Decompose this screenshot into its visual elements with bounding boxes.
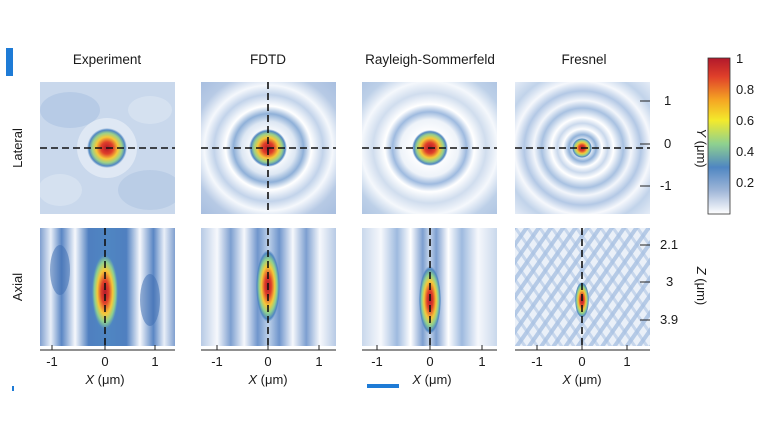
accent-bar-left — [6, 48, 13, 76]
accent-mark-left — [12, 386, 14, 391]
x-tick-label: 1 — [623, 354, 630, 369]
crosshair-lines — [40, 82, 650, 346]
x-axis-rayleigh-sommerfeld: -1 0 1 X (μm) — [362, 345, 497, 387]
colorbar: 1 0.8 0.6 0.4 0.2 — [707, 51, 754, 215]
x-tick-label: 0 — [426, 354, 433, 369]
colorbar-tick: 0.2 — [736, 175, 754, 190]
y-axis-lateral: 1 0 -1 Y (μm) — [640, 93, 709, 193]
colorbar-tick: 0.4 — [736, 144, 754, 159]
x-tick-label: -1 — [211, 354, 223, 369]
z-axis-label: Z (μm) — [694, 266, 709, 306]
z-tick-label: 2.1 — [660, 237, 678, 252]
x-tick-label: 0 — [578, 354, 585, 369]
column-header-experiment: Experiment — [73, 52, 142, 67]
x-tick-label: 1 — [478, 354, 485, 369]
column-header-fdtd: FDTD — [250, 52, 286, 67]
z-tick-label: 3.9 — [660, 312, 678, 327]
x-axis-label: X (μm) — [411, 372, 451, 387]
colorbar-tick: 0.6 — [736, 113, 754, 128]
column-header-fresnel: Fresnel — [561, 52, 606, 67]
panel-axial-experiment — [40, 228, 175, 346]
x-axis-label: X (μm) — [84, 372, 124, 387]
z-axis-axial: 2.1 3 3.9 Z (μm) — [640, 237, 709, 327]
x-tick-label: 1 — [151, 354, 158, 369]
accent-bar-bottom — [367, 384, 399, 388]
x-tick-label: 0 — [101, 354, 108, 369]
row-label-axial: Axial — [10, 273, 25, 301]
y-tick-label: -1 — [660, 178, 672, 193]
column-header-rayleigh-sommerfeld: Rayleigh-Sommerfeld — [365, 52, 495, 67]
x-axis-label: X (μm) — [247, 372, 287, 387]
x-axis-experiment: -1 0 1 X (μm) — [40, 345, 175, 387]
colorbar-tick: 1 — [736, 51, 743, 66]
colorbar-gradient — [707, 57, 731, 215]
x-tick-label: 0 — [264, 354, 271, 369]
y-tick-label: 1 — [664, 93, 671, 108]
y-axis-label: Y (μm) — [694, 128, 709, 167]
z-tick-label: 3 — [666, 274, 673, 289]
x-tick-label: -1 — [531, 354, 543, 369]
x-axis-fresnel: -1 0 1 X (μm) — [515, 345, 650, 387]
colorbar-tick: 0.8 — [736, 82, 754, 97]
panel-axial-fresnel — [515, 228, 650, 346]
x-tick-label: -1 — [46, 354, 58, 369]
x-axis-fdtd: -1 0 1 X (μm) — [201, 345, 336, 387]
x-tick-label: 1 — [315, 354, 322, 369]
x-tick-label: -1 — [371, 354, 383, 369]
y-tick-label: 0 — [664, 136, 671, 151]
row-label-lateral: Lateral — [10, 128, 25, 168]
x-axis-label: X (μm) — [561, 372, 601, 387]
